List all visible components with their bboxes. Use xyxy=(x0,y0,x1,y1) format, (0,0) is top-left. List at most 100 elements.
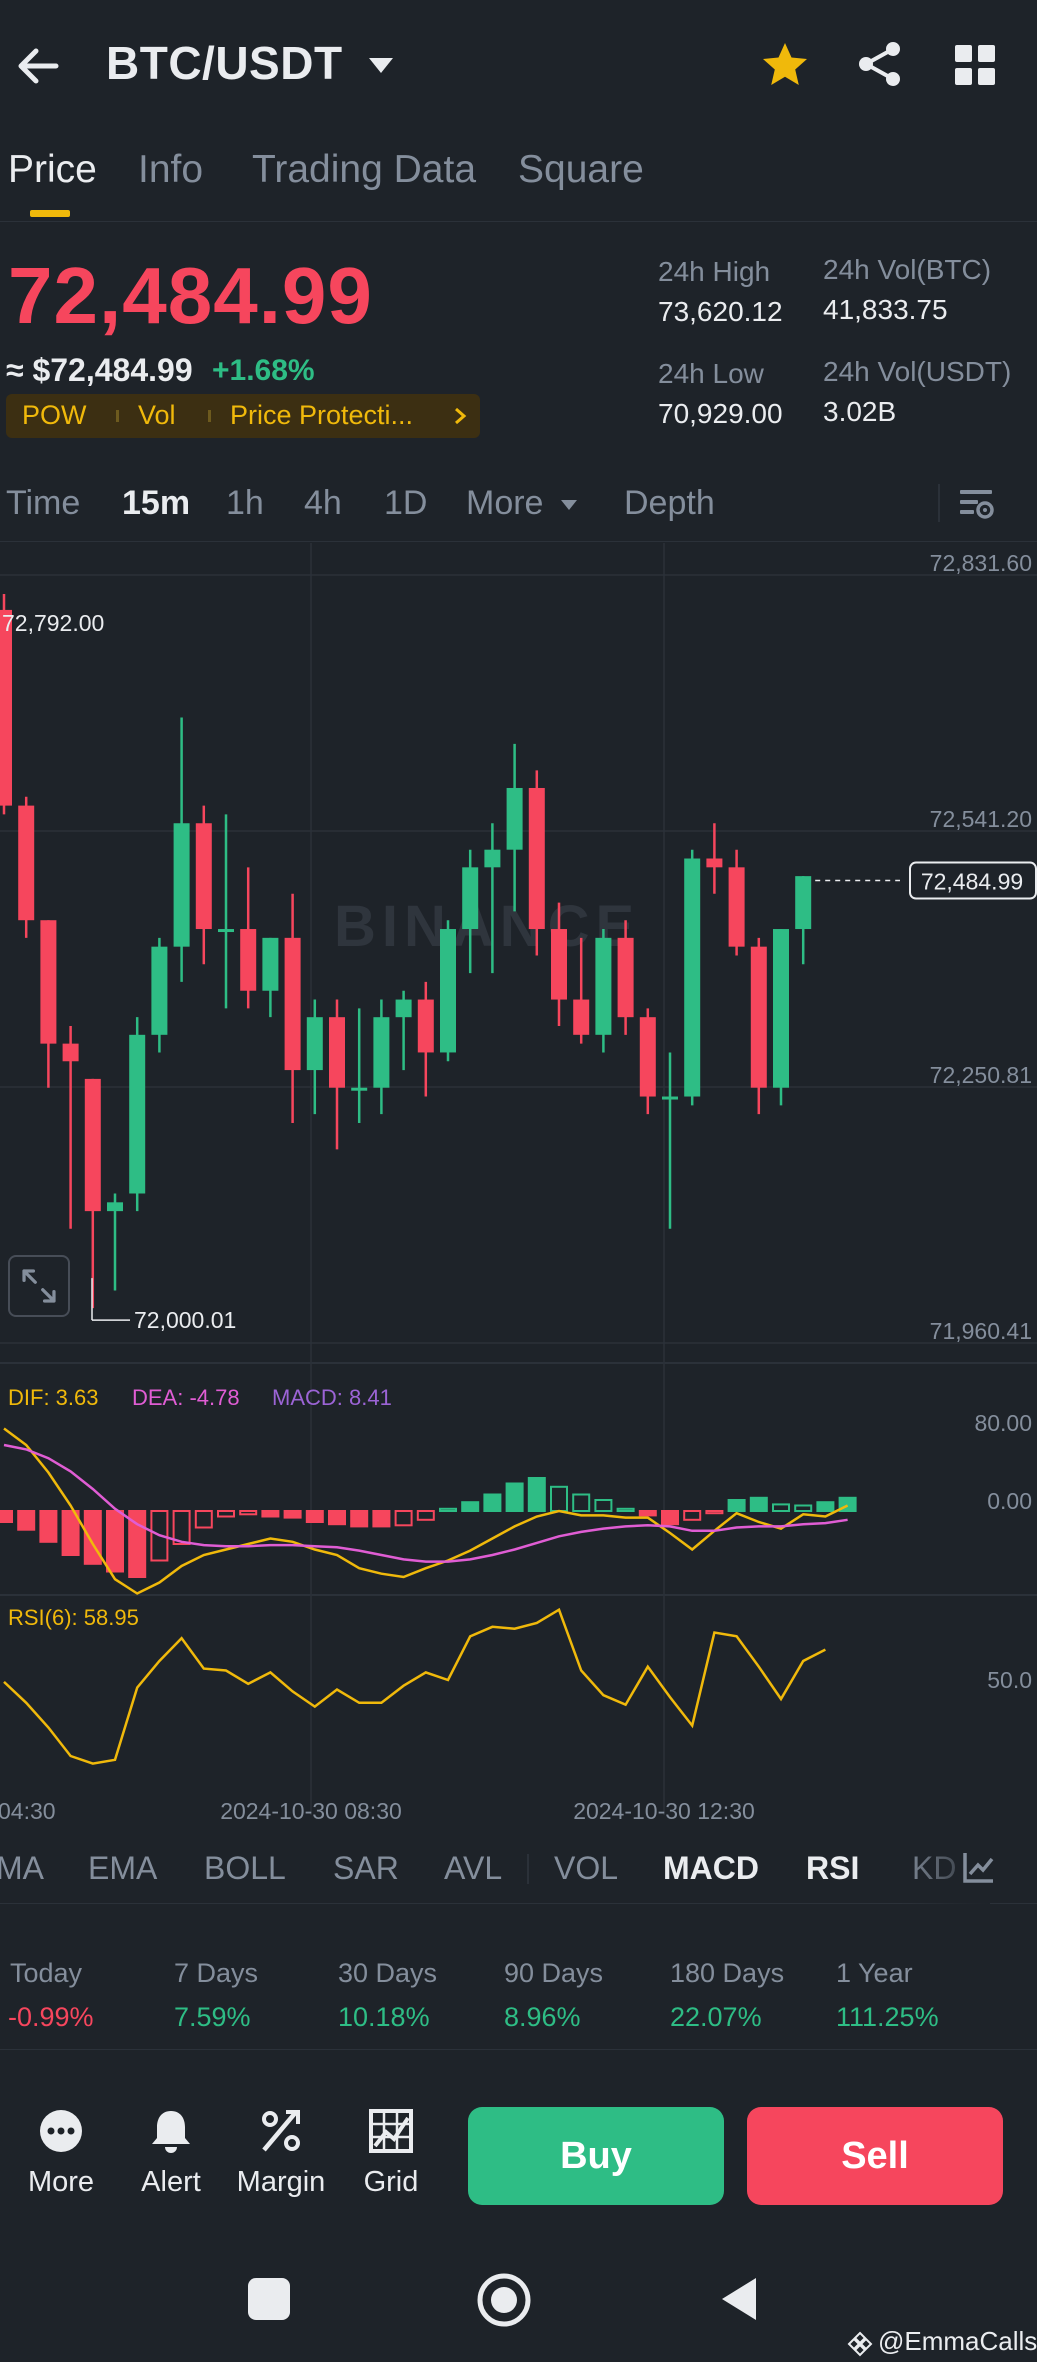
recent-apps-icon[interactable] xyxy=(248,2278,290,2320)
buy-button[interactable]: Buy xyxy=(468,2107,724,2205)
indicator-avl[interactable]: AVL xyxy=(444,1850,503,1886)
interval-15m[interactable]: 15m xyxy=(122,484,191,522)
tag-strip[interactable]: POW Vol Price Protecti... xyxy=(6,394,480,438)
tab-info[interactable]: Info xyxy=(138,148,204,191)
indicator-ema[interactable]: EMA xyxy=(88,1850,158,1886)
macd-y-tick: 80.00 xyxy=(974,1410,1032,1436)
margin-label: Margin xyxy=(236,2166,326,2198)
macd-histogram-bar xyxy=(749,1496,768,1512)
candle-body xyxy=(195,823,212,930)
home-icon[interactable] xyxy=(476,2272,532,2328)
grid-icon[interactable] xyxy=(952,42,998,88)
alert-button[interactable]: Alert xyxy=(116,2106,226,2199)
tag-separator xyxy=(208,410,211,422)
macd-histogram-bar xyxy=(772,1503,790,1513)
chart-labels: 72,831.60 72,541.20 72,250.81 71,960.41 72,7… xyxy=(0,550,1037,1824)
macd-dea-label: DEA: -4.78 xyxy=(132,1385,240,1410)
percent-icon xyxy=(262,2110,300,2152)
interval-bar: Time 15m 1h 4h 1D More Depth xyxy=(0,470,1037,542)
candle-body xyxy=(440,929,456,1053)
indicator-settings-icon[interactable] xyxy=(962,1850,996,1884)
candle-body xyxy=(129,1034,146,1194)
y-tick-label: 72,831.60 xyxy=(930,550,1032,576)
tag-pow[interactable]: POW xyxy=(22,400,87,430)
bell-icon xyxy=(152,2111,190,2153)
indicator-sar[interactable]: SAR xyxy=(333,1850,399,1886)
star-icon[interactable] xyxy=(760,40,810,90)
perf-180d-label: 180 Days xyxy=(670,1958,785,1988)
price-chart[interactable]: BINANCE 72,831.60 72,541.20 72,250.81 71,96… xyxy=(0,543,1037,1825)
macd-histogram-bar xyxy=(328,1510,346,1526)
macd-dif-label: DIF: 3.63 xyxy=(8,1385,98,1410)
candle-body xyxy=(0,609,12,806)
macd-histogram-bar xyxy=(505,1482,524,1512)
page-tabs: Price Info Trading Data Square xyxy=(0,140,1037,222)
grid-trading-icon xyxy=(369,2109,413,2153)
chart-canvas[interactable]: 72,831.60 72,541.20 72,250.81 71,960.41 72,7… xyxy=(0,543,1037,1825)
tab-trading-data[interactable]: Trading Data xyxy=(252,148,477,191)
chart-settings-icon[interactable] xyxy=(956,484,996,524)
candle-body xyxy=(462,867,479,930)
macd-histogram-bar xyxy=(83,1510,102,1565)
perf-today-label: Today xyxy=(10,1958,83,1988)
macd-histogram-bar xyxy=(0,1510,13,1523)
indicator-vol[interactable]: VOL xyxy=(554,1850,619,1886)
interval-4h[interactable]: 4h xyxy=(304,484,342,522)
tab-square[interactable]: Square xyxy=(518,148,644,191)
candle-body xyxy=(795,876,812,930)
macd-histogram-bar xyxy=(305,1510,324,1523)
interval-time[interactable]: Time xyxy=(6,484,81,522)
action-bar: More Alert Margin Grid Buy Sell xyxy=(0,2052,1037,2282)
pair-title[interactable]: BTC/USDT xyxy=(106,37,343,89)
divider xyxy=(527,1854,529,1884)
margin-button[interactable]: Margin xyxy=(226,2106,336,2199)
candle-body xyxy=(262,937,279,991)
macd-histogram-bar xyxy=(61,1510,80,1556)
candle-body xyxy=(484,849,501,868)
more-label: More xyxy=(27,2166,95,2198)
candlestick-series xyxy=(0,594,812,1309)
macd-histogram-bar xyxy=(439,1507,457,1512)
caret-down-icon[interactable] xyxy=(366,54,396,76)
y-tick-label: 71,960.41 xyxy=(930,1318,1032,1344)
interval-1h[interactable]: 1h xyxy=(226,484,264,522)
candle-body xyxy=(773,929,789,1088)
tag-price-protection[interactable]: Price Protecti... xyxy=(230,400,414,430)
macd-histogram-bar xyxy=(17,1510,36,1531)
grid-button[interactable]: Grid xyxy=(336,2106,446,2199)
last-price: 72,484.99 xyxy=(8,251,373,340)
candle-body xyxy=(218,929,234,933)
interval-1d[interactable]: 1D xyxy=(384,484,428,522)
candle-body xyxy=(373,1017,390,1088)
back-arrow-icon[interactable] xyxy=(8,36,68,96)
nav-back-icon[interactable] xyxy=(718,2274,760,2324)
alert-label: Alert xyxy=(141,2166,201,2198)
candle-body xyxy=(284,937,301,1071)
more-button[interactable]: More xyxy=(6,2106,116,2199)
min-price-label: 72,000.01 xyxy=(134,1307,236,1333)
macd-series xyxy=(0,1427,857,1595)
tag-vol[interactable]: Vol xyxy=(138,400,176,430)
tab-depth[interactable]: Depth xyxy=(624,484,715,522)
expand-chart-icon[interactable] xyxy=(8,1255,70,1317)
macd-value-label: MACD: 8.41 xyxy=(272,1385,392,1410)
candle-body xyxy=(329,1017,345,1088)
price-usd-equivalent: ≈ $72,484.99 xyxy=(6,352,193,388)
candle-body xyxy=(528,787,545,930)
interval-more[interactable]: More xyxy=(466,484,579,523)
indicator-rsi[interactable]: RSI xyxy=(806,1850,860,1886)
candle-body xyxy=(351,1087,368,1091)
sell-button[interactable]: Sell xyxy=(747,2107,1003,2205)
tab-price[interactable]: Price xyxy=(8,148,97,191)
candle-body xyxy=(728,867,745,947)
perf-1y-value: 111.25% xyxy=(836,2002,939,2032)
macd-histogram-bar xyxy=(594,1499,613,1512)
indicator-tabs: MA EMA BOLL SAR AVL VOL MACD RSI KD xyxy=(0,1832,1037,1904)
share-icon[interactable] xyxy=(854,38,906,90)
indicator-macd[interactable]: MACD xyxy=(663,1850,759,1886)
indicator-ma[interactable]: MA xyxy=(0,1850,44,1886)
interval-more-label: More xyxy=(466,484,544,522)
indicator-boll[interactable]: BOLL xyxy=(204,1850,286,1886)
candle-body xyxy=(306,1017,323,1071)
macd-histogram-bar xyxy=(461,1501,480,1513)
